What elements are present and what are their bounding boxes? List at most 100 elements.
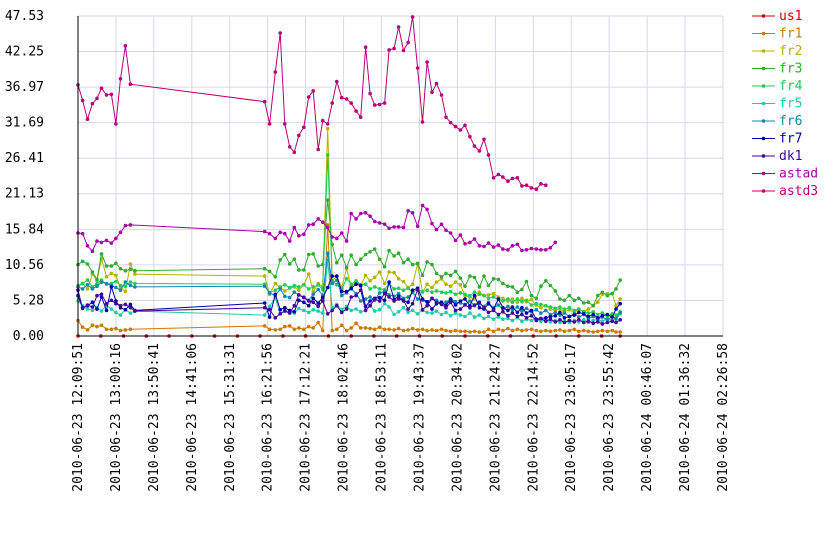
data-point-dk1 <box>614 320 618 325</box>
data-point-fr3 <box>572 298 577 303</box>
data-point-fr5 <box>382 301 387 306</box>
data-point-dk1 <box>396 297 401 301</box>
x-tick-label: 2010-06-23 13:50:41 <box>147 343 162 492</box>
data-point-fr5 <box>482 316 486 321</box>
data-point-astd3 <box>510 176 515 181</box>
data-point-astd3 <box>444 115 448 119</box>
data-point-fr6 <box>496 303 501 307</box>
data-point-fr1 <box>496 327 501 332</box>
data-point-fr5 <box>311 307 316 312</box>
data-point-fr3 <box>306 252 311 257</box>
data-point-astd3 <box>114 122 118 126</box>
data-point-fr4 <box>586 311 591 315</box>
data-point-fr5 <box>377 307 382 312</box>
data-point-fr4 <box>491 295 496 299</box>
x-tick-label: 2010-06-23 22:14:52 <box>526 343 541 492</box>
data-point-dk1 <box>306 299 311 303</box>
data-point-fr5 <box>109 307 114 311</box>
data-point-fr2 <box>515 300 520 305</box>
x-tick-label: 2010-06-24 01:36:32 <box>678 343 693 492</box>
data-point-fr4 <box>325 153 330 157</box>
data-point-astd3 <box>349 101 354 105</box>
data-point-fr6 <box>316 287 321 292</box>
data-point-fr7 <box>358 283 363 288</box>
data-point-dk1 <box>458 307 463 311</box>
legend-item-us1: us1 <box>752 9 802 24</box>
data-point-astad <box>339 231 344 235</box>
data-point-fr3 <box>529 293 534 298</box>
data-point-fr7 <box>292 310 297 314</box>
data-point-fr3 <box>114 261 118 266</box>
data-point-fr3 <box>506 284 510 289</box>
data-point-astad <box>320 220 325 224</box>
data-point-astad <box>439 222 444 226</box>
data-point-dk1 <box>558 318 562 322</box>
data-point-fr2 <box>434 280 439 284</box>
legend-item-fr1: fr1 <box>752 27 802 42</box>
data-point-fr3 <box>335 260 339 265</box>
data-point-dk1 <box>605 320 610 325</box>
data-point-fr7 <box>325 285 330 290</box>
data-point-fr3 <box>292 257 297 262</box>
data-point-fr7 <box>544 316 548 320</box>
data-point-fr1 <box>302 327 306 332</box>
data-point-fr7 <box>335 274 339 278</box>
legend-label: fr6 <box>779 114 802 129</box>
data-point-fr3 <box>468 274 472 278</box>
data-point-astad <box>534 247 539 251</box>
data-point-fr5 <box>472 315 477 319</box>
data-point-fr3 <box>463 284 467 289</box>
data-point-fr7 <box>128 302 133 307</box>
data-point-dk1 <box>439 302 444 307</box>
data-point-fr4 <box>591 310 595 314</box>
data-point-fr1 <box>491 329 496 334</box>
data-point-fr3 <box>410 262 415 267</box>
legend-item-fr2: fr2 <box>752 44 802 59</box>
data-point-fr4 <box>368 287 372 291</box>
data-point-fr4 <box>468 293 472 298</box>
data-point-astd3 <box>302 125 306 130</box>
series-fr3 <box>76 198 622 308</box>
data-point-astad <box>463 242 467 246</box>
data-point-astad <box>85 244 90 248</box>
data-point-astad <box>448 231 453 235</box>
data-point-fr7 <box>316 301 321 305</box>
data-point-fr2 <box>372 275 377 280</box>
data-point-fr1 <box>430 328 434 332</box>
data-point-dk1 <box>372 297 377 301</box>
series-fr1 <box>76 223 622 334</box>
data-point-fr7 <box>610 315 614 319</box>
data-point-astd3 <box>273 70 278 74</box>
data-point-astad <box>544 248 548 252</box>
data-point-fr4 <box>85 278 90 282</box>
x-tick-label: 2010-06-23 21:24:27 <box>488 343 503 492</box>
data-point-fr3 <box>262 266 267 271</box>
data-point-fr7 <box>410 288 415 293</box>
legend-label: fr2 <box>779 44 802 59</box>
data-point-fr3 <box>273 275 278 279</box>
data-point-fr4 <box>80 281 85 286</box>
series-line-astd3 <box>77 16 546 190</box>
data-point-fr1 <box>453 328 458 333</box>
data-point-fr5 <box>410 308 415 313</box>
plot-area <box>78 16 723 336</box>
data-point-fr6 <box>287 295 292 300</box>
data-point-astad <box>349 211 354 216</box>
data-point-fr5 <box>406 310 410 315</box>
series-astad <box>76 203 558 253</box>
data-point-fr1 <box>463 329 467 334</box>
data-point-dk1 <box>468 305 472 310</box>
data-point-astad <box>382 222 387 226</box>
data-point-fr1 <box>80 325 85 330</box>
data-point-fr3 <box>544 279 548 283</box>
data-point-fr1 <box>562 329 567 334</box>
data-point-fr2 <box>430 285 434 290</box>
data-point-astad <box>453 238 458 243</box>
data-point-dk1 <box>562 320 567 325</box>
data-point-fr2 <box>104 275 109 279</box>
y-axis-tick-labels: 0.00 5.28 10.56 15.84 21.13 26.41 31.69 36.97 42… <box>5 9 44 344</box>
data-point-astad <box>501 247 505 251</box>
data-point-fr2 <box>363 273 368 278</box>
data-point-fr3 <box>283 252 287 257</box>
x-tick-label: 2010-06-23 20:34:02 <box>450 343 465 492</box>
